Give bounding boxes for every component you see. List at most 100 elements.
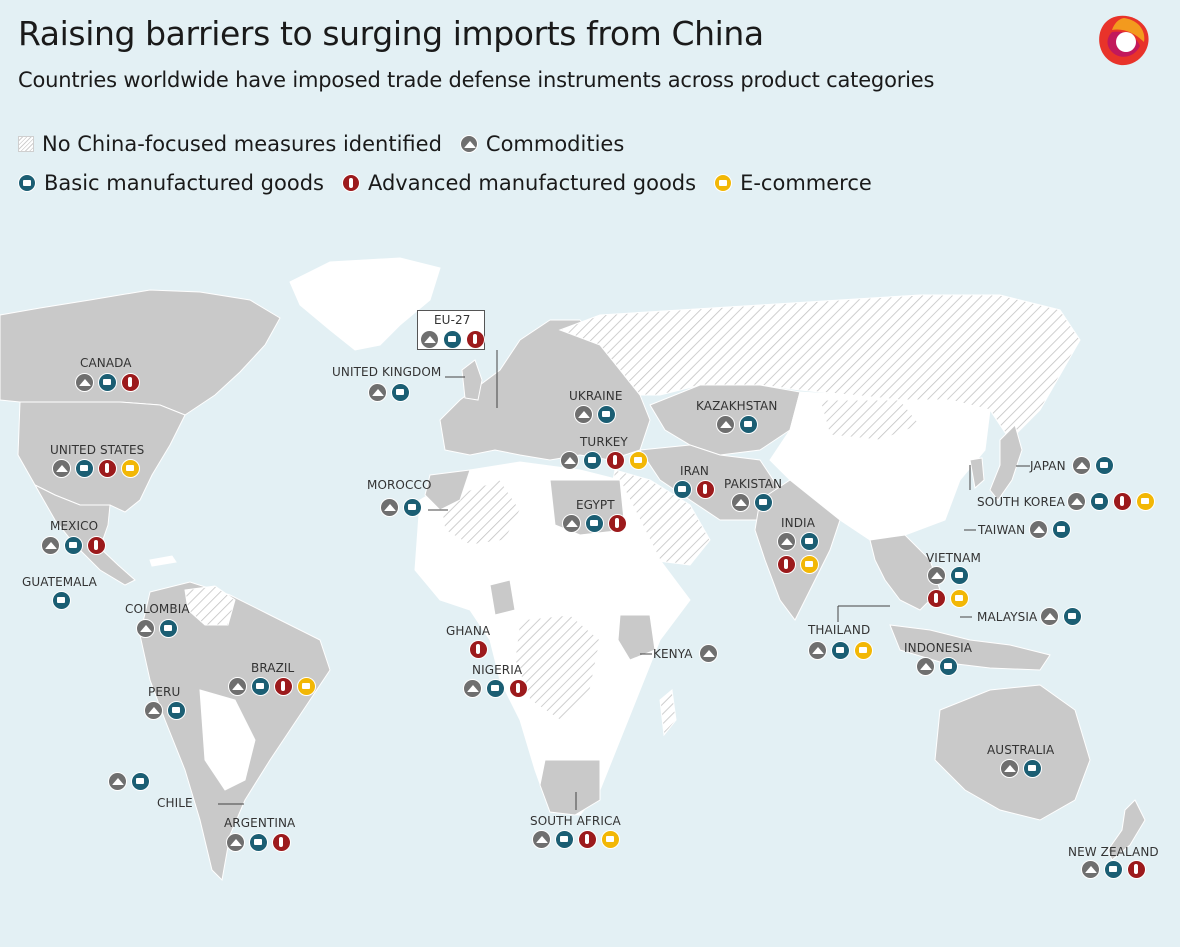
commodities-icon [459, 135, 478, 153]
map-subtitle: Countries worldwide have imposed trade d… [18, 68, 935, 92]
icons-peru [144, 701, 186, 720]
country-label-japan: JAPAN [1030, 459, 1066, 473]
country-label-morocco: MOROCCO [367, 478, 432, 492]
ecommerce-icon [601, 830, 620, 849]
icons-canada [75, 373, 140, 392]
country-label-australia: AUSTRALIA [987, 743, 1055, 757]
ecommerce-icon [121, 459, 140, 478]
basic-goods-icon [443, 330, 462, 349]
ecommerce-icon [629, 451, 648, 470]
country-label-canada: CANADA [80, 356, 132, 370]
commodities-icon [1040, 607, 1059, 626]
logo-icon [1099, 15, 1149, 66]
basic-goods-icon [673, 480, 692, 499]
advanced-goods-icon [98, 459, 117, 478]
commodities-icon [560, 451, 579, 470]
country-label-brazil: BRAZIL [251, 661, 295, 675]
icons-ukraine [574, 405, 616, 424]
advanced-goods-icon [927, 589, 946, 608]
legend-item-commodities: Commodities [459, 132, 624, 156]
basic-goods-icon [391, 383, 410, 402]
ecommerce-icon [1136, 492, 1155, 511]
basic-goods-icon [1104, 860, 1123, 879]
russia-shape [558, 294, 1081, 441]
commodities-icon [75, 373, 94, 392]
commodities-icon [716, 415, 735, 434]
icons-iran [673, 480, 715, 499]
commodities-icon [1072, 456, 1091, 475]
basic-goods-icon [75, 459, 94, 478]
icons-pakistan [731, 493, 773, 512]
commodities-icon [1029, 520, 1048, 539]
basic-goods-icon [98, 373, 117, 392]
basic-goods-icon [249, 833, 268, 852]
country-label-ghana: GHANA [446, 624, 491, 638]
icons-brazil [228, 677, 316, 696]
country-label-colombia: COLOMBIA [125, 602, 190, 616]
icons-mexico [41, 536, 106, 555]
legend-row-2: Basic manufactured goods Advanced manufa… [18, 171, 872, 195]
advanced-goods-icon [87, 536, 106, 555]
basic-goods-icon [403, 498, 422, 517]
basic-goods-icon [52, 591, 71, 610]
advanced-goods-icon [274, 677, 293, 696]
icons-eu-27 [420, 330, 485, 349]
advanced-goods-icon [469, 640, 488, 659]
icons-chile [108, 772, 150, 791]
legend-row-1: No China-focused measures identified Com… [18, 132, 624, 156]
country-label-mexico: MEXICO [50, 519, 99, 533]
advanced-goods-icon [777, 555, 796, 574]
ecommerce-icon [714, 174, 733, 192]
advanced-goods-icon [1113, 492, 1132, 511]
country-label-iran: IRAN [680, 464, 709, 478]
map-title: Raising barriers to surging imports from… [18, 14, 764, 53]
country-label-indonesia: INDONESIA [904, 641, 973, 655]
uk-shape [461, 359, 483, 401]
icons-united-kingdom [368, 383, 410, 402]
basic-goods-icon [251, 677, 270, 696]
europe-shape [439, 319, 651, 461]
advanced-goods-icon [608, 514, 627, 533]
country-label-united-kingdom: UNITED KINGDOM [332, 365, 442, 379]
basic-goods-icon [1063, 607, 1082, 626]
commodities-icon [808, 641, 827, 660]
basic-goods-icon [1090, 492, 1109, 511]
canada-shape [0, 289, 281, 416]
country-label-taiwan: TAIWAN [978, 523, 1026, 537]
icons-argentina [226, 833, 291, 852]
southeast-asia-shape [869, 534, 941, 611]
country-label-kenya: KENYA [653, 647, 693, 661]
commodities-icon [41, 536, 60, 555]
advanced-goods-icon [466, 330, 485, 349]
country-label-guatemala: GUATEMALA [22, 575, 97, 589]
commodities-icon [1000, 759, 1019, 778]
legend-item-none: No China-focused measures identified [18, 132, 442, 156]
basic-goods-icon [583, 451, 602, 470]
commodities-icon [228, 677, 247, 696]
hatch-swatch-icon [18, 136, 34, 152]
country-label-peru: PERU [148, 685, 181, 699]
commodities-icon [562, 514, 581, 533]
commodities-icon [532, 830, 551, 849]
commodities-icon [731, 493, 750, 512]
legend-item-ecommerce: E-commerce [714, 171, 872, 195]
commodities-icon [368, 383, 387, 402]
basic-goods-icon [131, 772, 150, 791]
advanced-goods-icon [341, 174, 360, 192]
icons-malaysia [1040, 607, 1082, 626]
basic-goods-icon [831, 641, 850, 660]
country-label-ukraine: UKRAINE [569, 389, 623, 403]
new-zealand-shape [1107, 799, 1146, 861]
commodities-icon [463, 679, 482, 698]
country-label-turkey: TURKEY [580, 435, 628, 449]
basic-goods-icon [159, 619, 178, 638]
ecommerce-icon [297, 677, 316, 696]
icons-morocco [380, 498, 422, 517]
country-label-india: INDIA [781, 516, 816, 530]
icons-japan [1072, 456, 1114, 475]
basic-goods-icon [486, 679, 505, 698]
country-label-united-states: UNITED STATES [50, 443, 145, 457]
country-label-south-korea: SOUTH KOREA [977, 495, 1065, 509]
country-label-pakistan: PAKISTAN [724, 477, 783, 491]
